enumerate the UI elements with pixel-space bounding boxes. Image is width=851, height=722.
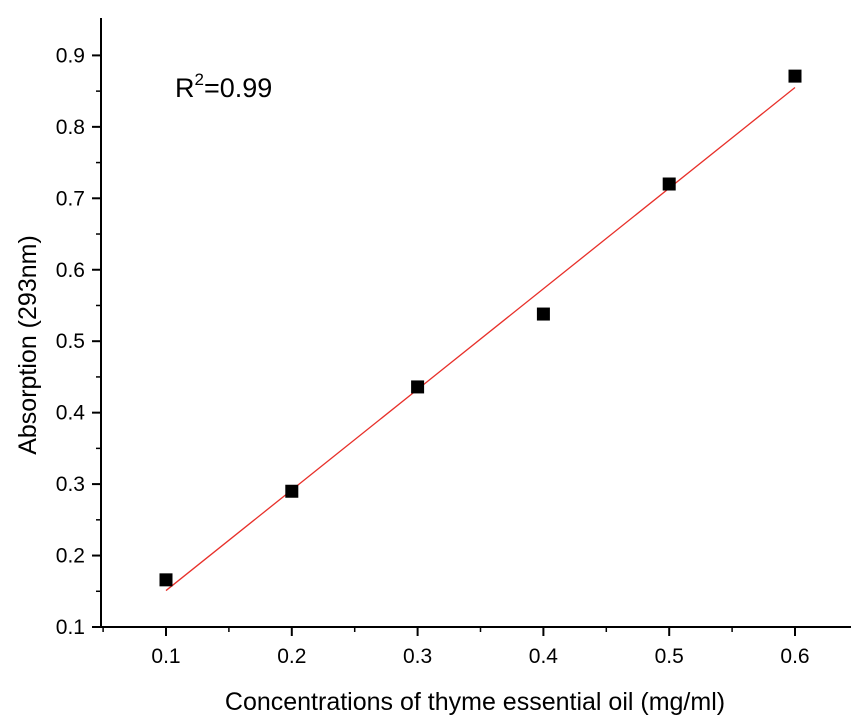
x-tick-label: 0.2 <box>277 645 306 668</box>
data-point <box>788 69 802 83</box>
x-axis-title: Concentrations of thyme essential oil (m… <box>225 688 725 716</box>
r-squared-value: =0.99 <box>204 73 272 103</box>
y-tick-label: 0.6 <box>56 259 85 282</box>
r-squared-base: R <box>175 73 195 103</box>
data-point <box>159 573 173 587</box>
fit-line-layer <box>165 87 796 592</box>
r-squared-superscript: 2 <box>195 70 204 89</box>
y-tick-label: 0.8 <box>56 116 85 139</box>
axes <box>100 18 851 628</box>
y-tick-label: 0.3 <box>56 473 85 496</box>
y-axis-title: Absorption (293nm) <box>14 235 42 455</box>
y-tick-label: 0.1 <box>56 616 85 639</box>
x-tick-label: 0.6 <box>780 645 809 668</box>
r-squared-annotation: R2=0.99 <box>175 70 272 103</box>
ticks: 0.1 0.2 0.3 0.4 0.5 0.6 0.7 0.8 0.9 0.1 0.2 0.3 0.4 0… <box>56 44 810 668</box>
x-tick-label: 0.5 <box>655 645 684 668</box>
data-point <box>285 484 299 498</box>
data-point <box>662 177 676 191</box>
y-tick-label: 0.7 <box>56 187 85 210</box>
data-point <box>536 307 550 321</box>
data-point <box>411 380 425 394</box>
y-tick-label: 0.2 <box>56 545 85 568</box>
y-tick-label: 0.5 <box>56 330 85 353</box>
x-tick-label: 0.1 <box>151 645 180 668</box>
y-tick-label: 0.4 <box>56 402 86 425</box>
x-tick-label: 0.3 <box>403 645 432 668</box>
y-tick-label: 0.9 <box>56 44 85 67</box>
x-tick-label: 0.4 <box>529 645 559 668</box>
fit-line <box>165 87 796 592</box>
data-points <box>159 69 802 587</box>
